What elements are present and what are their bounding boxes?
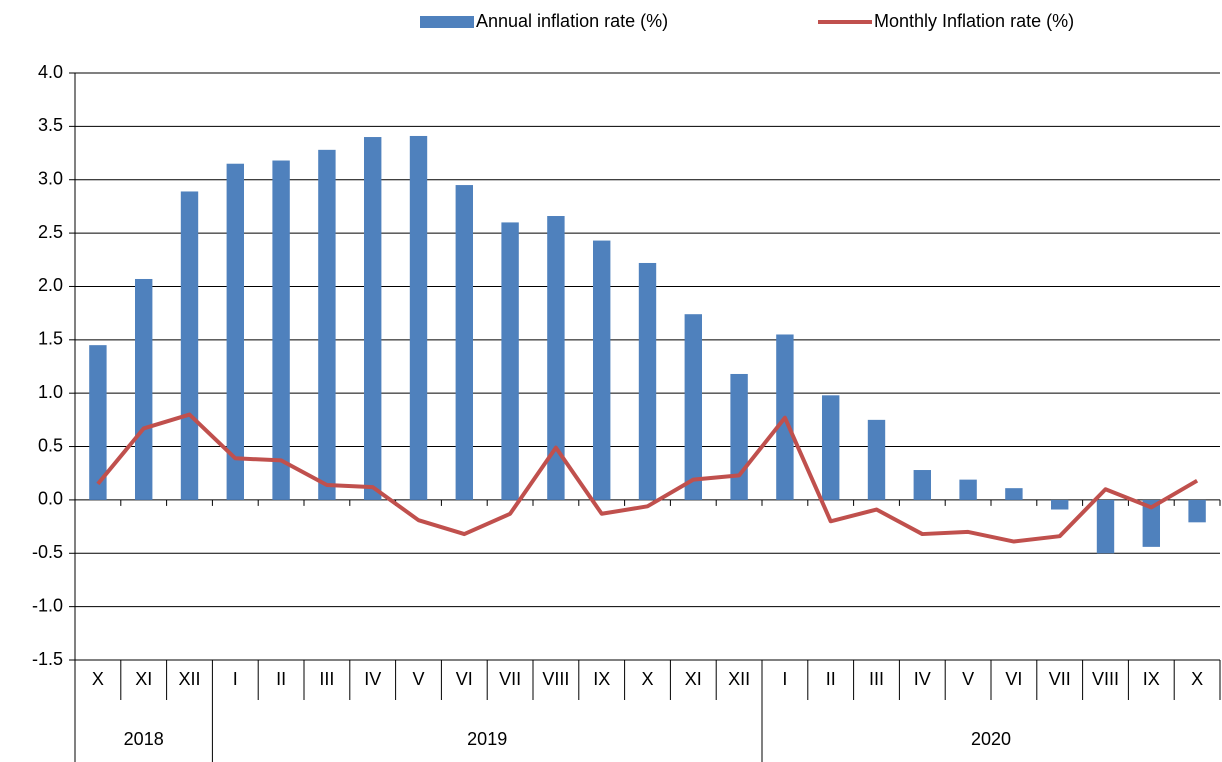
x-tick-label: V [962,669,974,689]
bar [1005,488,1023,500]
bar [363,137,382,500]
bar [821,395,840,500]
x-tick-label: XII [728,669,750,689]
bar [226,163,245,500]
bar [638,262,657,500]
y-tick-label: -1.5 [32,649,63,669]
x-tick-label: VI [1005,669,1022,689]
y-tick-label: 1.0 [38,382,63,402]
legend-swatch [420,16,474,28]
x-tick-label: IX [1143,669,1160,689]
x-tick-label: I [782,669,787,689]
x-tick-label: V [412,669,424,689]
x-tick-label: XI [135,669,152,689]
x-group-label: 2018 [124,729,164,749]
bar [867,419,886,500]
bar [272,160,290,500]
y-tick-label: 3.5 [38,115,63,135]
bar [547,216,565,500]
y-tick-label: -0.5 [32,542,63,562]
bar [913,470,932,500]
bar [1096,499,1115,554]
x-tick-label: III [869,669,884,689]
x-tick-label: VI [456,669,473,689]
bar [89,345,107,500]
x-tick-label: VIII [1092,669,1119,689]
legend-label: Annual inflation rate (%) [476,11,668,31]
bar [318,149,336,500]
bar [1188,499,1206,523]
x-tick-label: XII [178,669,200,689]
x-tick-label: IX [593,669,610,689]
x-tick-label: IV [914,669,931,689]
bar [134,278,153,500]
x-tick-label: II [276,669,286,689]
bar [730,373,748,500]
x-tick-label: XI [685,669,702,689]
x-tick-label: III [319,669,334,689]
x-tick-label: X [92,669,104,689]
y-tick-label: 3.0 [38,168,63,188]
bar [455,185,474,500]
y-tick-label: 4.0 [38,62,63,82]
bar [592,240,611,500]
line [96,412,1199,544]
bar [409,135,428,500]
bar [180,191,199,500]
y-tick-label: 2.0 [38,275,63,295]
bar [684,314,703,500]
x-group-label: 2019 [467,729,507,749]
y-tick-label: 0.5 [38,435,63,455]
bar [1050,499,1069,510]
x-tick-label: X [1191,669,1203,689]
bar [501,222,519,500]
x-tick-label: VII [1049,669,1071,689]
x-tick-label: I [233,669,238,689]
x-tick-label: IV [364,669,381,689]
x-tick-label: X [641,669,653,689]
bar [1142,499,1161,547]
legend-label: Monthly Inflation rate (%) [874,11,1074,31]
y-tick-label: 0.0 [38,489,63,509]
x-tick-label: VIII [542,669,569,689]
y-tick-label: 2.5 [38,222,63,242]
x-tick-label: VII [499,669,521,689]
x-tick-label: II [826,669,836,689]
bar [959,479,977,500]
y-tick-label: 1.5 [38,329,63,349]
x-group-label: 2020 [971,729,1011,749]
y-tick-label: -1.0 [32,595,63,615]
